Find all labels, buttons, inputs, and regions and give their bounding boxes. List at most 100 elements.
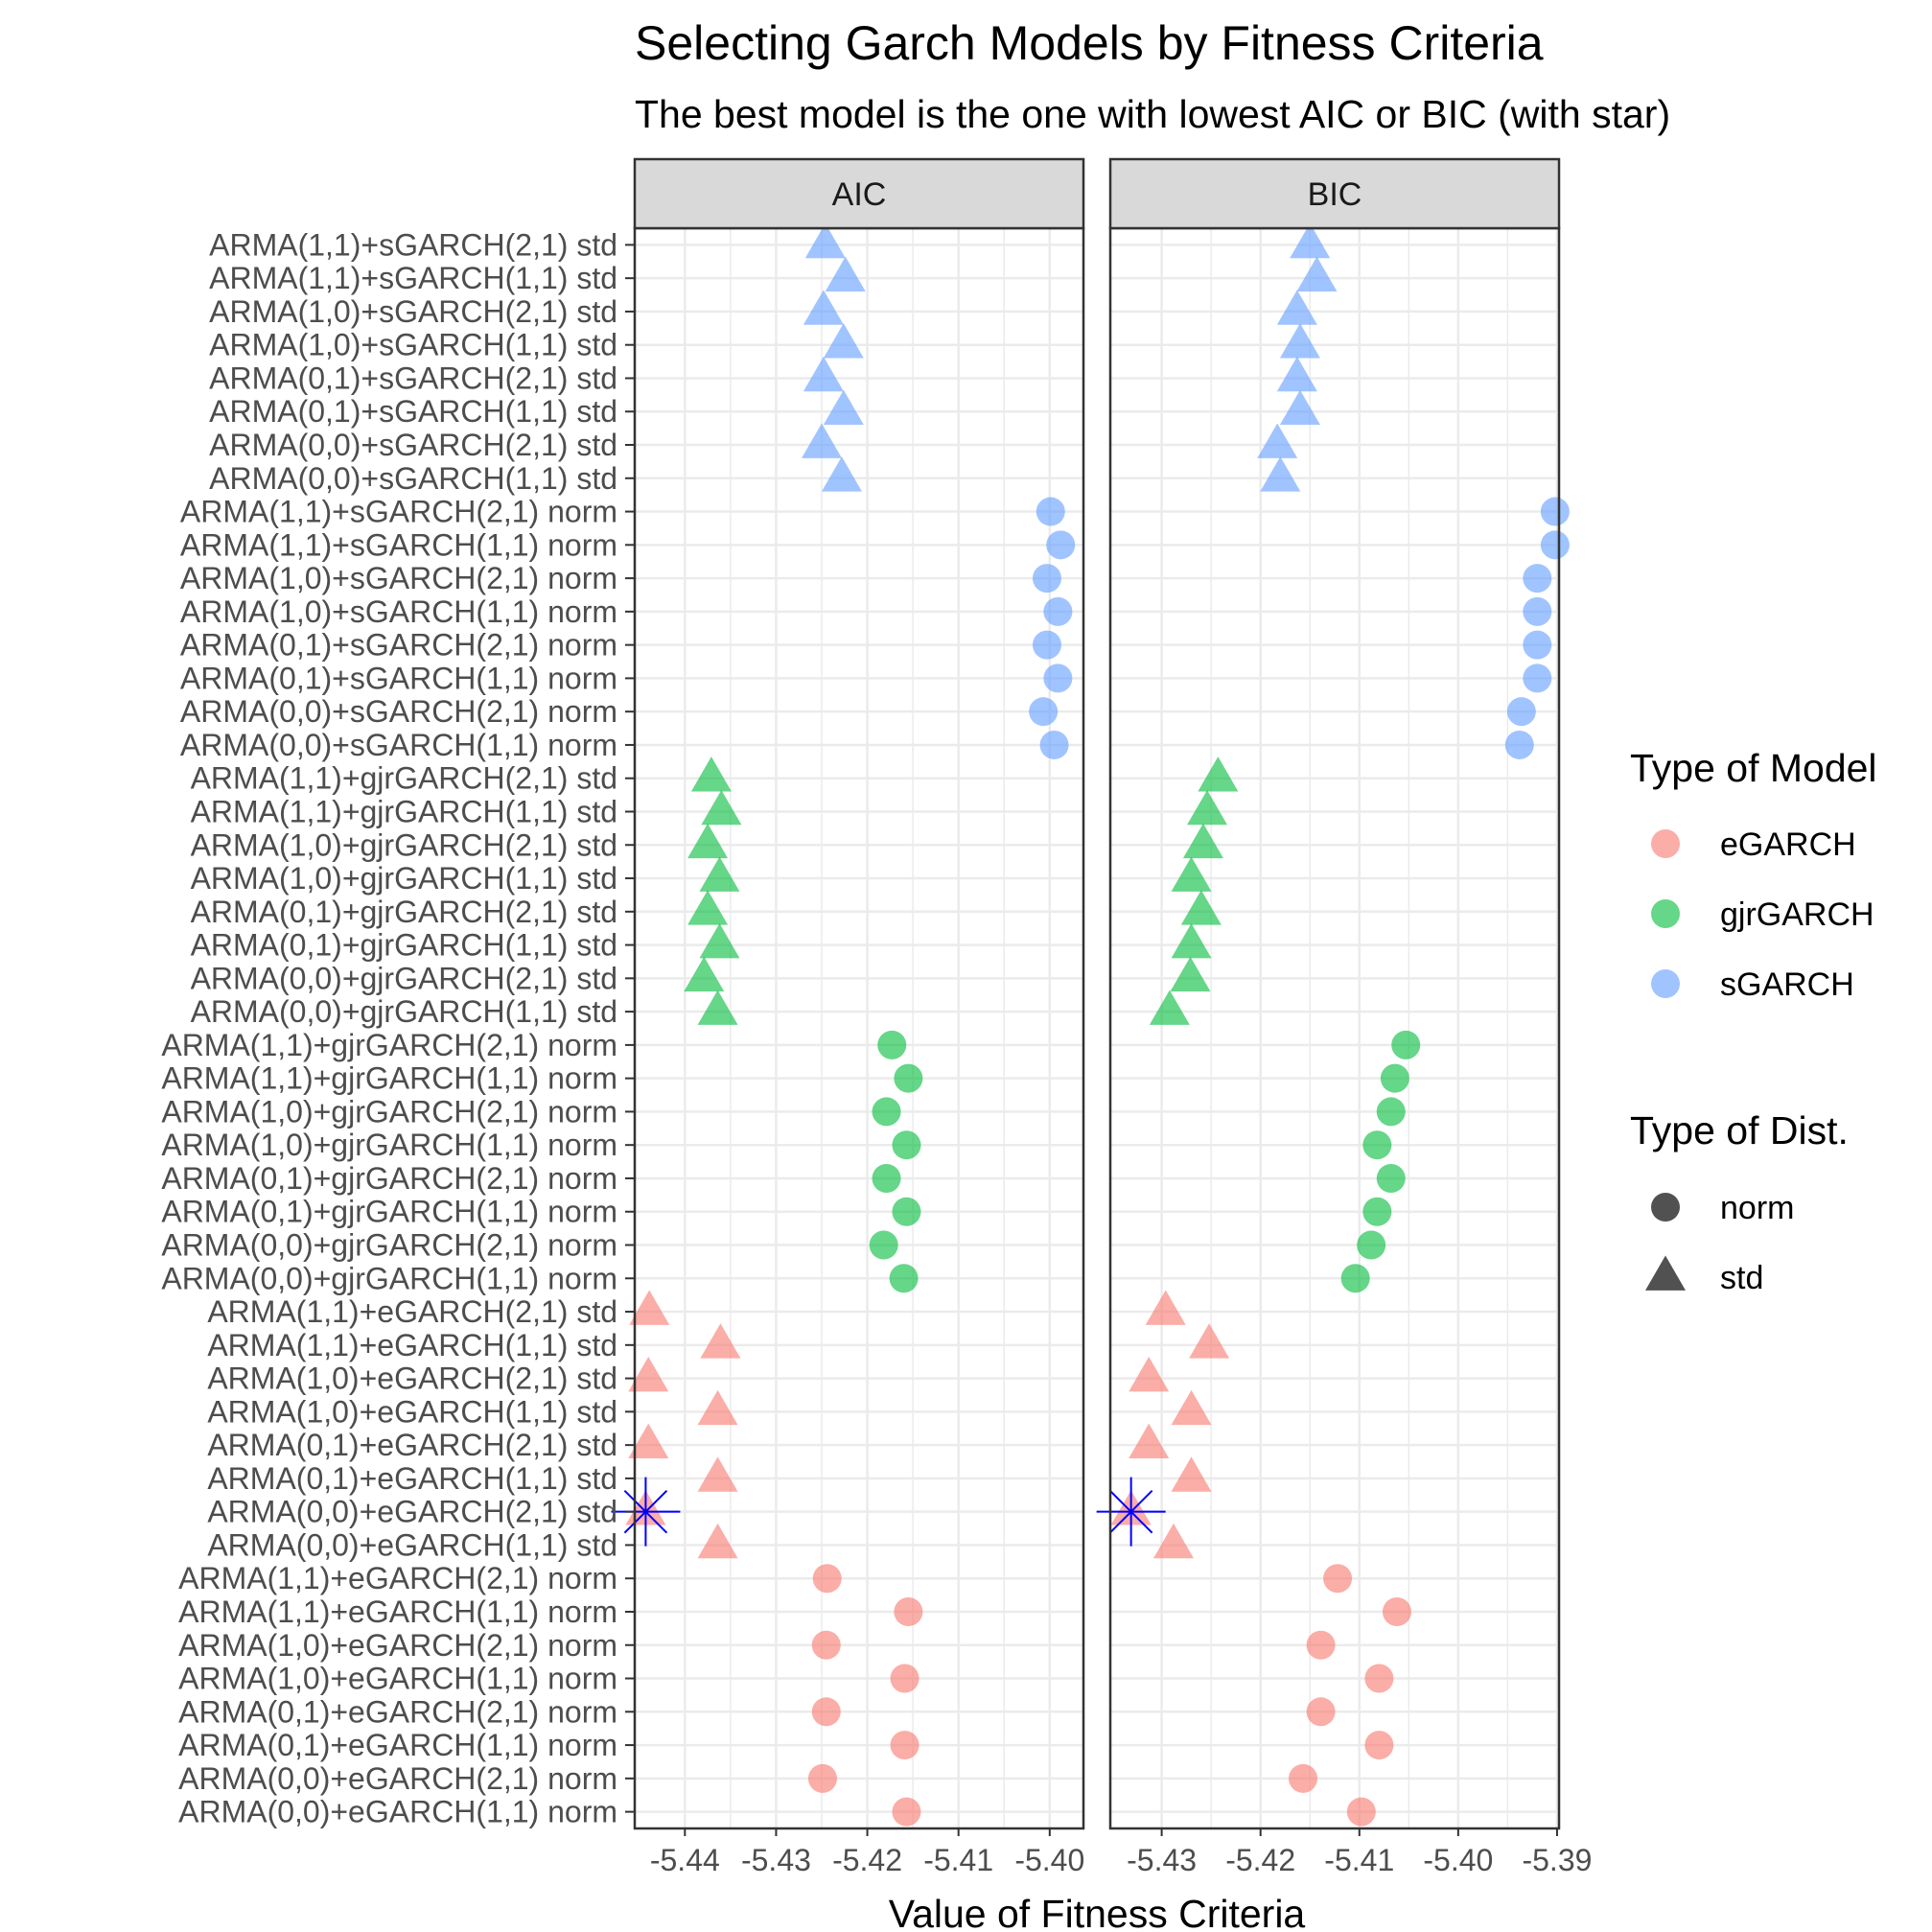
y-tick-label: ARMA(1,0)+gjrGARCH(2,1) std	[191, 827, 617, 862]
y-tick-label: ARMA(0,1)+sGARCH(1,1) norm	[180, 661, 617, 695]
data-point	[1032, 564, 1061, 594]
legend-label-model: eGARCH	[1720, 826, 1856, 863]
x-axis-title: Value of Fitness Criteria	[889, 1892, 1306, 1932]
data-point	[1171, 856, 1212, 892]
x-tick-label: -5.40	[1014, 1843, 1084, 1877]
y-tick-label: ARMA(0,1)+gjrGARCH(2,1) std	[191, 895, 617, 929]
y-tick-label: ARMA(1,1)+gjrGARCH(2,1) norm	[161, 1028, 617, 1062]
data-point	[701, 789, 742, 826]
x-tick-label: -5.43	[741, 1843, 811, 1877]
data-point	[684, 956, 725, 992]
data-point	[811, 1697, 841, 1727]
y-tick-label: ARMA(0,0)+sGARCH(2,1) norm	[180, 694, 617, 729]
legend-key-model	[1651, 969, 1680, 998]
data-point	[1032, 630, 1061, 660]
x-tick-label: -5.40	[1423, 1843, 1493, 1877]
star-stroke	[623, 1489, 668, 1534]
data-point	[1290, 222, 1331, 259]
data-point	[1152, 1523, 1194, 1559]
data-point	[1364, 1664, 1394, 1693]
data-point	[1382, 1596, 1411, 1626]
data-point	[1380, 1063, 1409, 1093]
y-tick-label: ARMA(0,1)+sGARCH(2,1) std	[209, 361, 617, 395]
data-point	[1306, 1630, 1336, 1660]
data-point	[1180, 890, 1222, 925]
y-tick-label: ARMA(1,0)+gjrGARCH(1,1) std	[191, 861, 617, 896]
data-point	[629, 1290, 670, 1325]
data-point	[894, 1596, 923, 1626]
data-point	[1189, 1323, 1230, 1359]
legend-title-model: Type of Model	[1630, 746, 1877, 790]
data-point	[1306, 1697, 1336, 1727]
legend: Type of Model eGARCH gjrGARCH sGARCH Type of…	[1630, 746, 1877, 1296]
x-tick-label: -5.41	[923, 1843, 993, 1877]
data-point	[1357, 1230, 1386, 1260]
data-point	[1506, 697, 1536, 727]
facet-strip	[1108, 157, 1561, 230]
y-tick-label: ARMA(0,0)+sGARCH(2,1) std	[209, 428, 617, 462]
y-tick-label: ARMA(1,0)+eGARCH(1,1) std	[207, 1394, 617, 1429]
data-point	[823, 323, 864, 359]
data-point	[1187, 789, 1228, 826]
data-point	[803, 356, 844, 392]
y-tick-label: ARMA(0,0)+eGARCH(1,1) norm	[178, 1795, 617, 1829]
data-point	[1523, 564, 1552, 594]
data-point	[1149, 989, 1190, 1025]
data-point	[1036, 497, 1065, 526]
y-tick-label: ARMA(1,0)+sGARCH(1,1) std	[209, 328, 617, 362]
data-point	[697, 1523, 738, 1559]
data-point	[894, 1063, 923, 1093]
y-axis-category-labels: ARMA(0,0)+eGARCH(1,1) normARMA(0,0)+eGAR…	[161, 227, 635, 1829]
data-point	[1362, 1130, 1392, 1160]
y-tick-label: ARMA(0,0)+sGARCH(1,1) norm	[180, 728, 617, 762]
y-tick-label: ARMA(1,1)+gjrGARCH(2,1) std	[191, 761, 617, 796]
y-tick-label: ARMA(0,0)+gjrGARCH(1,1) std	[191, 994, 617, 1029]
y-tick-label: ARMA(0,0)+gjrGARCH(1,1) norm	[161, 1261, 617, 1295]
legend-label-dist: std	[1720, 1260, 1763, 1296]
data-point	[803, 290, 844, 325]
y-tick-label: ARMA(1,0)+sGARCH(2,1) std	[209, 294, 617, 329]
data-point	[699, 923, 740, 959]
y-tick-label: ARMA(0,1)+eGARCH(1,1) norm	[178, 1728, 617, 1762]
y-tick-label: ARMA(0,1)+eGARCH(1,1) std	[207, 1461, 617, 1496]
y-tick-label: ARMA(0,1)+gjrGARCH(1,1) norm	[161, 1195, 617, 1229]
data-point	[1279, 389, 1320, 426]
data-point	[892, 1197, 921, 1226]
y-tick-label: ARMA(0,1)+eGARCH(2,1) norm	[178, 1694, 617, 1729]
data-point	[811, 1630, 841, 1660]
data-point	[697, 1456, 738, 1492]
y-tick-label: ARMA(1,1)+sGARCH(2,1) norm	[180, 495, 617, 529]
y-tick-label: ARMA(1,1)+sGARCH(2,1) std	[209, 227, 617, 262]
data-point	[889, 1264, 919, 1293]
data-point	[628, 1423, 669, 1458]
data-point	[1376, 1097, 1406, 1127]
data-point	[697, 1389, 738, 1426]
legend-title-dist: Type of Dist.	[1630, 1108, 1849, 1152]
data-point	[1129, 1423, 1170, 1458]
data-point	[1504, 730, 1534, 759]
data-point	[812, 1564, 842, 1594]
star-stroke	[1108, 1489, 1153, 1534]
data-point	[807, 1763, 837, 1793]
legend-label-model: gjrGARCH	[1720, 896, 1874, 933]
x-tick-label: -5.42	[1225, 1843, 1295, 1877]
data-point	[825, 256, 866, 291]
data-point	[687, 823, 729, 859]
y-tick-label: ARMA(1,0)+sGARCH(2,1) norm	[180, 561, 617, 595]
legend-key-model	[1651, 829, 1680, 858]
chart-title: Selecting Garch Models by Fitness Criter…	[635, 16, 1544, 70]
data-point	[869, 1230, 898, 1260]
y-tick-label: ARMA(1,0)+eGARCH(1,1) norm	[178, 1662, 617, 1696]
y-tick-label: ARMA(0,1)+gjrGARCH(1,1) std	[191, 928, 617, 963]
x-tick-label: -5.44	[650, 1843, 720, 1877]
legend-key-dist	[1651, 1193, 1680, 1222]
y-tick-label: ARMA(1,1)+eGARCH(1,1) std	[207, 1328, 617, 1362]
data-point	[1145, 1290, 1186, 1325]
facet-panel-bic: -5.43 -5.42 -5.41 -5.40 -5.39 BIC	[1096, 157, 1592, 1877]
y-tick-label: ARMA(0,0)+eGARCH(2,1) norm	[178, 1761, 617, 1796]
data-point	[1523, 596, 1552, 626]
data-point	[1257, 423, 1298, 458]
data-point	[690, 757, 732, 792]
y-tick-label: ARMA(1,1)+gjrGARCH(1,1) std	[191, 794, 617, 828]
